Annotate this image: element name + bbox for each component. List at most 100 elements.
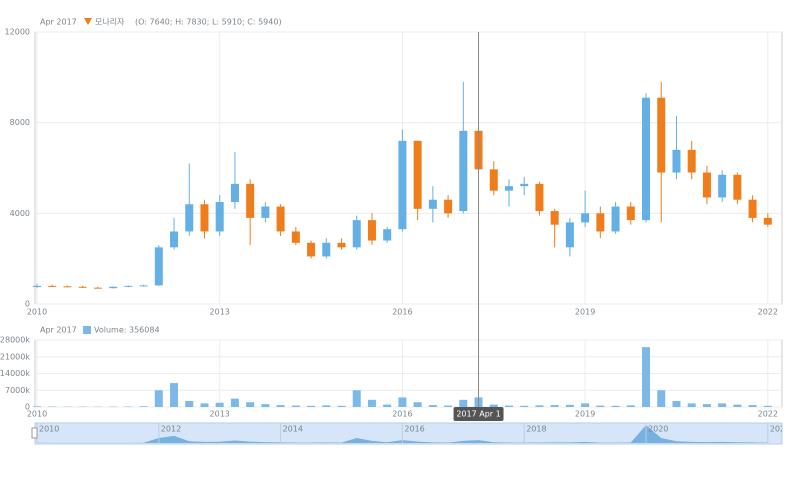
- candle-body: [246, 184, 254, 218]
- scroller-handle[interactable]: [32, 428, 37, 438]
- volume-bar: [33, 406, 41, 407]
- tooltip-text: 2017 Apr 1: [456, 410, 500, 419]
- volume-bar: [688, 403, 696, 407]
- volume-bar: [596, 406, 604, 407]
- x-tick-label: 2022: [758, 308, 778, 317]
- volume-bar: [535, 405, 543, 407]
- candle-body: [642, 98, 650, 220]
- candle-body: [200, 204, 208, 231]
- x-tick-label: 2010: [27, 410, 47, 419]
- volume-bar: [733, 405, 741, 407]
- volume-bar: [292, 406, 300, 407]
- candle-body: [292, 231, 300, 242]
- volume-bar: [368, 400, 376, 407]
- volume-bar: [520, 406, 528, 407]
- y-tick-label: 4000: [10, 209, 30, 218]
- volume-bar: [718, 403, 726, 407]
- volume-bar: [566, 405, 574, 407]
- volume-bar: [627, 405, 635, 407]
- volume-bar: [277, 405, 285, 407]
- candle-body: [338, 243, 346, 248]
- candle-body: [277, 207, 285, 232]
- legend-marker: [84, 18, 92, 25]
- volume-bar: [505, 406, 513, 407]
- y-tick-label: 12000: [5, 28, 30, 37]
- volume-bar: [140, 406, 148, 407]
- candle-body: [703, 173, 711, 198]
- volume-bar: [657, 390, 665, 407]
- x-tick-label: 2010: [27, 308, 47, 317]
- volume-bar: [200, 403, 208, 407]
- candle-body: [398, 141, 406, 229]
- volume-bar: [672, 401, 680, 407]
- candle-body: [368, 220, 376, 240]
- candle-body: [307, 243, 315, 257]
- legend-name: 모나리자: [95, 18, 125, 27]
- candle-body: [490, 169, 498, 190]
- x-tick-label: 2019: [575, 308, 595, 317]
- scroller-label: 2016: [404, 425, 424, 434]
- legend-text: (O: 7640; H: 7830; L: 5910; C: 5940): [135, 18, 282, 27]
- scroller-label: 2012: [161, 425, 181, 434]
- candle-body: [155, 247, 163, 285]
- volume-bar: [231, 399, 239, 407]
- volume-bar: [414, 402, 422, 407]
- y-tick-label: 28000k: [0, 336, 30, 345]
- volume-bar: [383, 405, 391, 407]
- y-tick-label: 14000k: [0, 369, 30, 378]
- x-tick-label: 2016: [392, 308, 412, 317]
- candle-body: [657, 98, 665, 173]
- candle-body: [63, 286, 71, 287]
- candle-body: [216, 202, 224, 231]
- volume-bar: [353, 390, 361, 407]
- scroller-label: 2010: [39, 425, 59, 434]
- volume-bar: [185, 401, 193, 407]
- volume-bar: [444, 406, 452, 407]
- volume-bar: [307, 406, 315, 407]
- x-tick-label: 2022: [758, 410, 778, 419]
- scroller-label: 2014: [283, 425, 303, 434]
- candle-body: [383, 229, 391, 240]
- y-tick-label: 21000k: [0, 352, 30, 361]
- volume-bar: [612, 406, 620, 407]
- volume-bar: [398, 397, 406, 407]
- candle-body: [170, 231, 178, 247]
- candle-body: [718, 175, 726, 198]
- volume-bar: [749, 405, 757, 407]
- y-tick-label: 7000k: [5, 386, 30, 395]
- candle-body: [581, 213, 589, 222]
- volume-bar: [155, 390, 163, 407]
- candle-body: [322, 243, 330, 257]
- candle-body: [520, 184, 528, 186]
- scroller-label: 2018: [526, 425, 546, 434]
- candle-body: [33, 286, 41, 287]
- candle-body: [353, 220, 361, 247]
- candle-body: [48, 286, 56, 287]
- volume-legend-date: Apr 2017: [40, 326, 77, 335]
- legend-date: Apr 2017: [40, 18, 77, 27]
- volume-bar: [261, 404, 269, 407]
- volume-bar: [170, 383, 178, 407]
- candle-body: [459, 131, 467, 211]
- candle-body: [429, 200, 437, 209]
- candle-body: [79, 287, 87, 288]
- volume-bar: [429, 405, 437, 407]
- volume-bar: [642, 347, 650, 407]
- candle-body: [566, 222, 574, 247]
- volume-legend-marker: [83, 326, 91, 334]
- volume-bar: [490, 405, 498, 407]
- x-tick-label: 2013: [210, 308, 230, 317]
- candle-body: [185, 204, 193, 231]
- candle-body: [414, 141, 422, 209]
- volume-bar: [246, 402, 254, 407]
- volume-bar: [581, 403, 589, 407]
- x-tick-label: 2019: [575, 410, 595, 419]
- candle-body: [733, 175, 741, 200]
- volume-bar: [703, 404, 711, 407]
- volume-bar: [338, 406, 346, 407]
- candle-body: [596, 213, 604, 231]
- candle-body: [535, 184, 543, 211]
- candle-body: [612, 207, 620, 232]
- candle-body: [109, 287, 117, 288]
